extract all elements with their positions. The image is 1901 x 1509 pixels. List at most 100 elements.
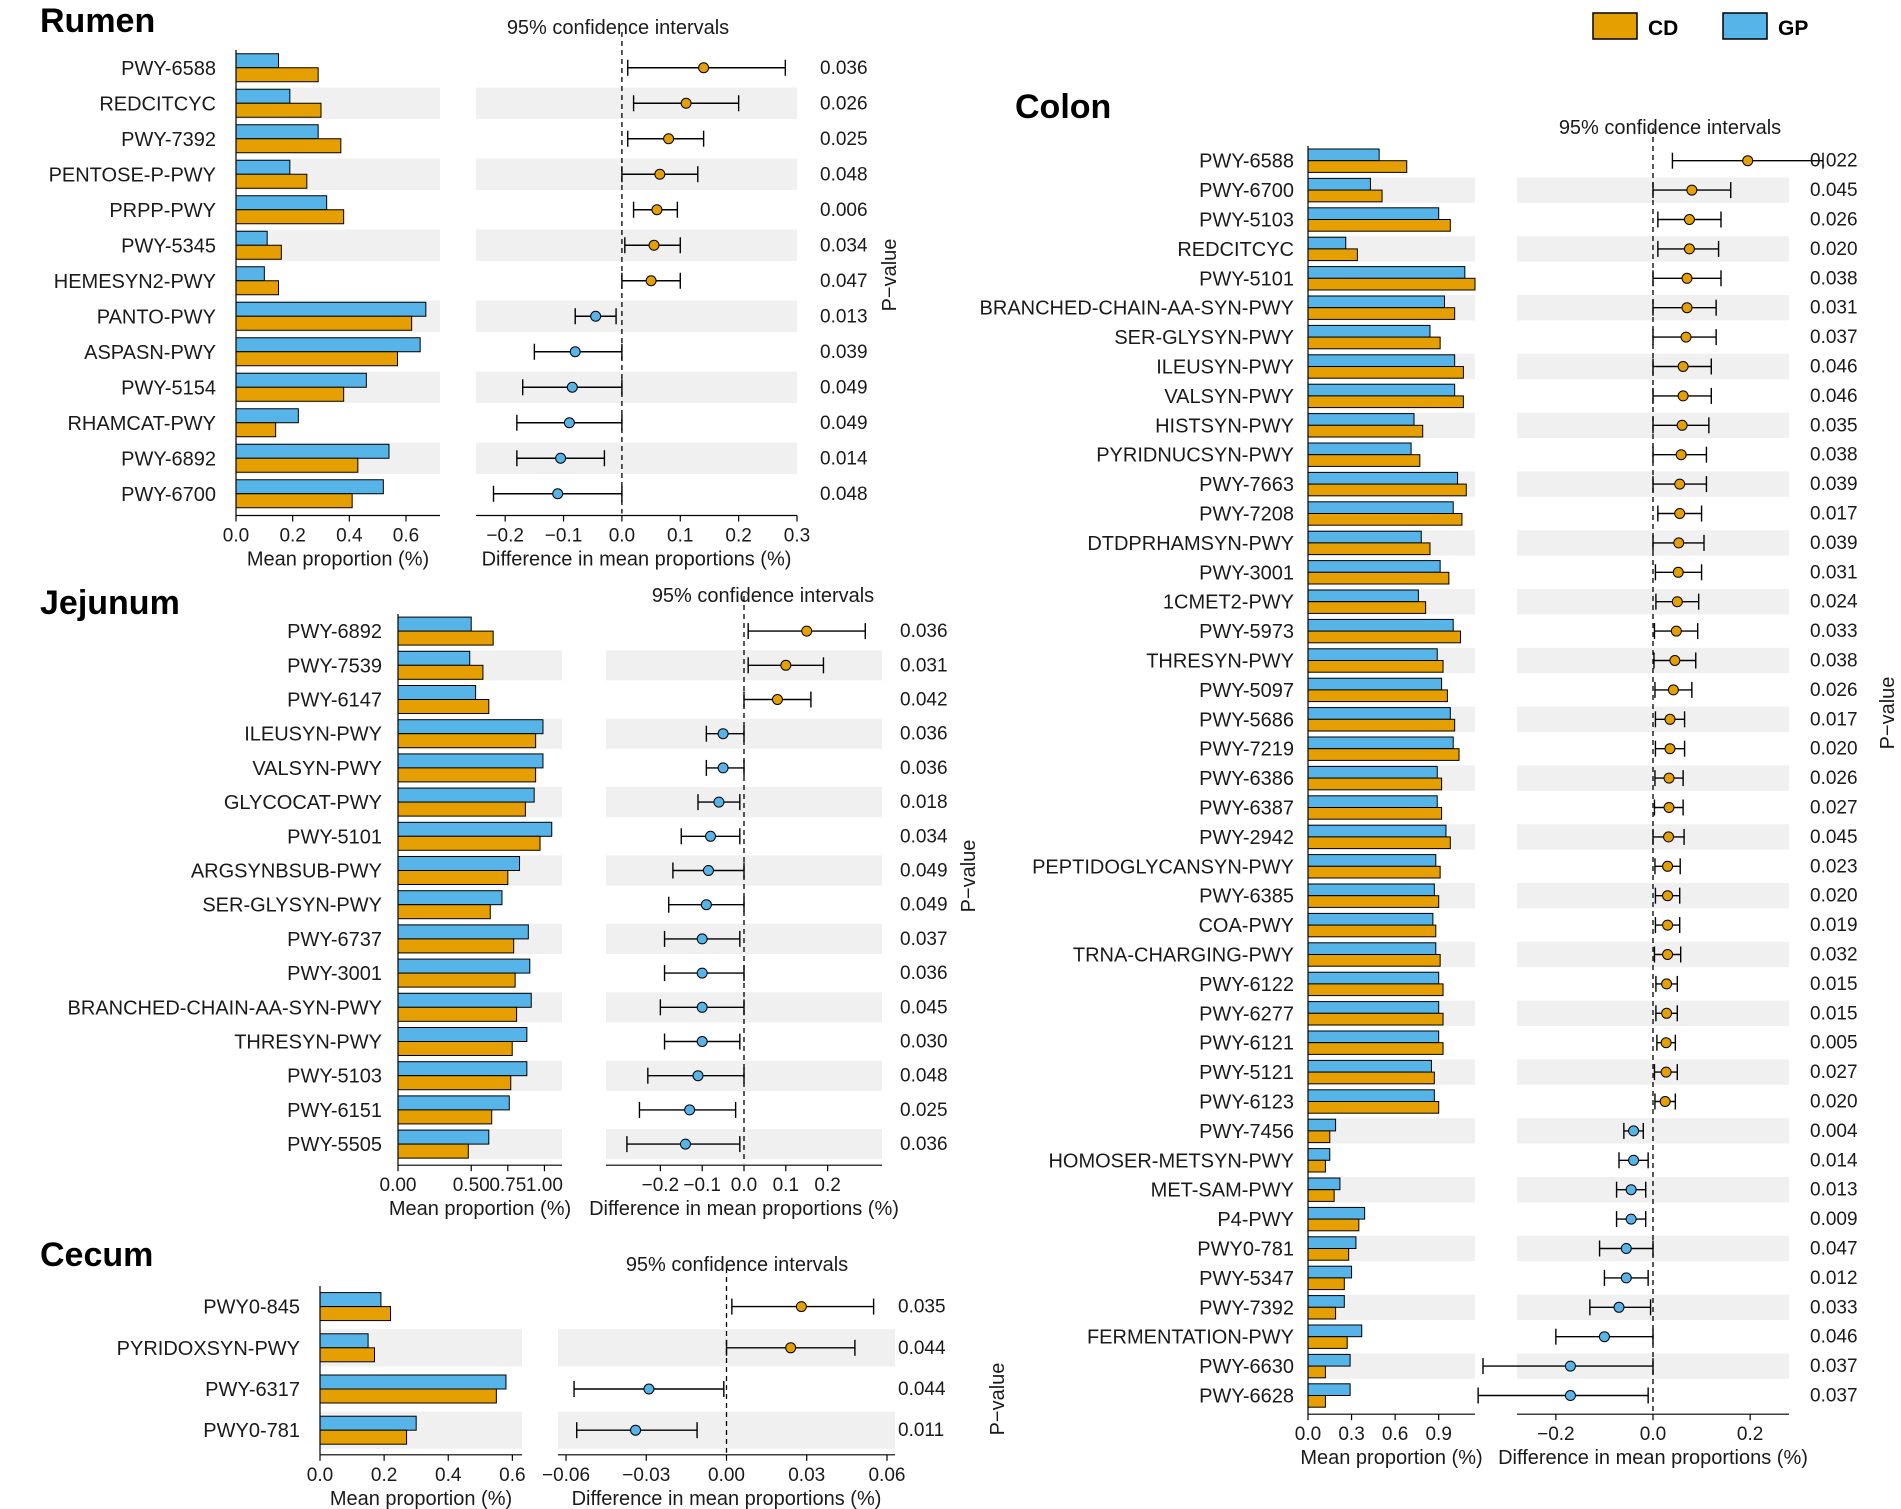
diff-tick-label: 0.2 <box>725 526 751 547</box>
bar-cd <box>1307 483 1467 497</box>
bar-gp <box>235 88 291 104</box>
diff-point <box>1663 802 1675 813</box>
diff-point <box>1662 949 1674 960</box>
p-value-label: 0.031 <box>900 655 948 676</box>
p-value-label: 0.045 <box>1810 180 1858 201</box>
diff-point <box>679 1138 691 1150</box>
pathway-label: PWY-6700 <box>121 484 216 506</box>
bar-gp <box>397 753 544 769</box>
pathway-label: ILEUSYN-PWY <box>1156 357 1294 379</box>
bar-gp <box>235 124 319 140</box>
bar-gp <box>397 1129 490 1145</box>
bar-cd <box>319 1388 497 1404</box>
legend-swatch-cd <box>1592 12 1638 40</box>
mean-tick-label: 0.50 <box>453 1175 490 1196</box>
bar-gp <box>397 1061 528 1077</box>
bar-cd <box>1307 718 1456 732</box>
panel-jejunum: Jejunum 95% confidence intervals P−value PW… <box>40 584 980 1220</box>
bar-cd <box>1307 336 1441 350</box>
diff-point <box>1663 831 1675 843</box>
p-value-label: 0.036 <box>900 963 948 984</box>
bar-cd <box>397 835 541 851</box>
bar-gp <box>397 1095 510 1111</box>
bar-cd <box>235 386 345 402</box>
p-value-label: 0.015 <box>1810 1003 1858 1024</box>
pathway-label: PWY0-845 <box>203 1297 300 1319</box>
bar-cd <box>319 1306 392 1322</box>
bar-cd <box>235 315 413 331</box>
bar-cd <box>235 280 279 296</box>
p-value-label: 0.036 <box>900 1134 948 1155</box>
bar-cd <box>397 870 509 885</box>
panel-title: Colon <box>1015 88 1111 126</box>
pathway-label: PWY-2942 <box>1199 827 1294 849</box>
bar-gp <box>1307 1206 1366 1220</box>
mean-tick-label: 0.0 <box>1295 1424 1321 1445</box>
p-value-label: 0.038 <box>1810 651 1858 672</box>
diff-point <box>1673 537 1685 549</box>
pathway-label: THRESYN-PWY <box>1146 651 1294 673</box>
diff-point <box>651 204 663 216</box>
pathway-label: PWY-6317 <box>205 1379 300 1401</box>
pvalue-axis-title: P−value <box>1877 677 1899 750</box>
pathway-label: PWY-3001 <box>287 963 382 985</box>
p-value-label: 0.026 <box>1810 680 1858 701</box>
bar-gp <box>1307 883 1435 897</box>
pathway-label: PWY-5101 <box>287 826 382 848</box>
diff-tick-label: −0.2 <box>1537 1424 1575 1445</box>
mean-tick-label: 0.4 <box>336 526 363 547</box>
bar-cd <box>1307 660 1444 673</box>
p-value-label: 0.031 <box>1810 562 1858 583</box>
p-value-label: 0.009 <box>1810 1209 1858 1230</box>
p-value-label: 0.038 <box>1810 268 1858 289</box>
p-value-label: 0.025 <box>820 129 868 150</box>
panel-title: Rumen <box>40 2 155 40</box>
p-value-label: 0.036 <box>900 621 948 642</box>
p-value-label: 0.036 <box>820 58 868 79</box>
bar-gp <box>235 159 291 175</box>
bar-gp <box>319 1292 382 1308</box>
p-value-label: 0.020 <box>1810 1092 1858 1113</box>
pathway-label: PWY-6147 <box>287 690 382 712</box>
diff-point <box>700 899 712 911</box>
bar-cd <box>235 457 359 473</box>
pathway-label: BRANCHED-CHAIN-AA-SYN-PWY <box>68 997 382 1019</box>
bar-gp <box>1307 1295 1345 1308</box>
pathway-label: COA-PWY <box>1198 915 1294 937</box>
pathway-label: PWY-7208 <box>1199 504 1294 526</box>
diff-point <box>1686 184 1698 196</box>
bar-cd <box>1307 1306 1337 1320</box>
diff-point <box>1669 655 1681 666</box>
diff-axis-title: Difference in mean proportions (%) <box>589 1198 899 1220</box>
bar-gp <box>1307 1236 1357 1250</box>
pathway-label: PYRIDNUCSYN-PWY <box>1096 445 1294 467</box>
bar-gp <box>1307 1265 1353 1279</box>
p-value-label: 0.049 <box>900 861 948 882</box>
bar-gp <box>235 301 427 317</box>
pathway-label: PWY-6277 <box>1199 1003 1294 1025</box>
pathway-label: PWY-6387 <box>1199 798 1294 820</box>
diff-point <box>692 1070 704 1082</box>
mean-tick-label: 0.6 <box>393 526 419 547</box>
mean-tick-label: 0.2 <box>371 1465 397 1486</box>
p-value-label: 0.037 <box>900 929 948 950</box>
diff-point <box>696 1001 708 1013</box>
bar-gp <box>1307 618 1454 632</box>
pathway-label: PWY-5103 <box>287 1066 382 1088</box>
pathway-label: SER-GLYSYN-PWY <box>1114 327 1294 349</box>
diff-point <box>1676 419 1688 431</box>
bar-gp <box>1307 736 1454 750</box>
pathway-label: MET-SAM-PWY <box>1151 1180 1294 1202</box>
mean-tick-label: 0.0 <box>223 526 249 547</box>
legend: CD GP <box>1592 12 1808 40</box>
p-value-label: 0.039 <box>1810 474 1858 495</box>
diff-point <box>1663 772 1675 784</box>
diff-tick-label: 0.2 <box>1737 1424 1763 1445</box>
diff-point <box>1564 1390 1576 1401</box>
diff-point <box>702 865 714 876</box>
pathway-label: PWY-6121 <box>1199 1033 1294 1055</box>
p-value-label: 0.018 <box>900 792 948 813</box>
bar-gp <box>1307 765 1438 779</box>
pathway-label: REDCITCYC <box>99 93 216 115</box>
